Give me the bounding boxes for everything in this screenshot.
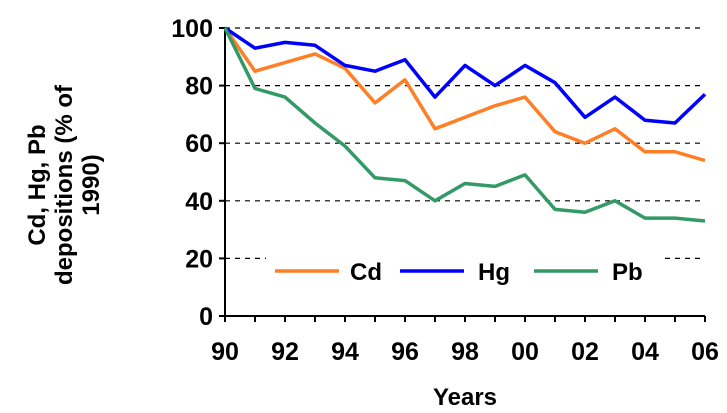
y-tick-label: 40 (185, 188, 213, 216)
series-line-cd (223, 27, 706, 163)
x-tick-label: 04 (631, 338, 659, 366)
y-tick-label: 20 (185, 245, 213, 273)
x-tick-label: 94 (331, 338, 359, 366)
x-tick-label: 06 (691, 338, 719, 366)
x-tick-label: 02 (571, 338, 599, 366)
y-tick-label: 60 (185, 130, 213, 158)
y-tick-labels: 0 20 40 60 80 100 (171, 15, 213, 331)
legend-label-pb: Pb (612, 259, 643, 286)
x-tick-label: 98 (451, 338, 479, 366)
series-line-pb (223, 27, 706, 223)
y-tick-label: 80 (185, 73, 213, 101)
y-axis-label: Cd, Hg, Pb depositions (% of 1990) (24, 84, 105, 285)
y-axis-label-line: 1990) (78, 154, 105, 215)
series-line-hg (224, 26, 707, 125)
legend: Cd Hg Pb (266, 253, 661, 289)
legend-label-cd: Cd (350, 259, 382, 286)
x-tick-label: 96 (391, 338, 419, 366)
legend-label-hg: Hg (478, 259, 510, 286)
y-axis-label-line: Cd, Hg, Pb (24, 124, 51, 245)
x-tick-labels: 90 92 94 96 98 00 02 04 06 (211, 338, 719, 366)
x-tick-label: 92 (271, 338, 299, 366)
x-tick-label: 00 (511, 338, 539, 366)
y-tick-label: 100 (171, 15, 213, 43)
x-tick-label: 90 (211, 338, 239, 366)
series-lines (223, 26, 707, 223)
axes (219, 27, 706, 322)
y-axis-label-line: depositions (% of (51, 84, 78, 285)
y-tick-label: 0 (199, 303, 213, 331)
x-axis-label: Years (433, 384, 497, 411)
